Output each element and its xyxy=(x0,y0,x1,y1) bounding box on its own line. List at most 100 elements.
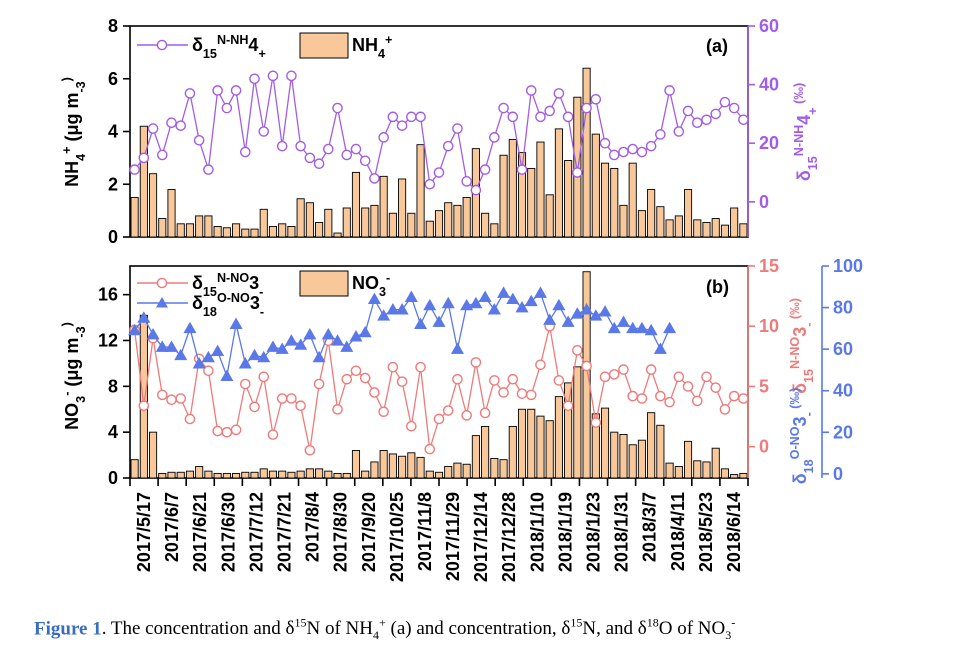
bar xyxy=(195,466,204,479)
caption-piece: + xyxy=(378,616,386,630)
legend-triangle-swatch xyxy=(156,297,168,308)
d15n-no3-point xyxy=(719,404,731,415)
bar xyxy=(232,472,241,479)
d18o-no3-point xyxy=(506,292,520,305)
bar xyxy=(637,439,646,479)
x-tick-label: 2018/1/10 xyxy=(527,492,547,572)
d15n-nh4-point xyxy=(627,143,639,155)
d18o-no3-point xyxy=(543,313,557,325)
d15n-nh4-point xyxy=(323,143,334,155)
legend-circle-swatch xyxy=(156,277,168,289)
d15n-nh4-point xyxy=(193,134,205,146)
bar xyxy=(222,472,231,479)
d15n-no3-point xyxy=(239,378,251,390)
d15n-no3-point xyxy=(516,388,528,399)
d15n-no3-point xyxy=(406,420,417,432)
d15n-nh4-point xyxy=(710,108,722,120)
y-right-b-outer-tick-label: 100 xyxy=(833,256,863,276)
bar xyxy=(278,470,287,479)
x-tick-label: 2017/9/20 xyxy=(359,492,379,572)
bar xyxy=(711,447,720,479)
d18o-no3-point xyxy=(607,321,621,334)
bar xyxy=(628,444,637,479)
d15n-nh4-point xyxy=(479,164,491,175)
d15n-no3-point xyxy=(618,364,629,375)
bar xyxy=(324,470,333,479)
legend-circle-swatch xyxy=(156,39,168,51)
d18o-no3-point xyxy=(414,317,428,329)
panel-a-nh4: 0 2 4 6 8 0 20 40 60 (a) δ15N-NH4+ NH4+ NH4+ (μg m-3… xyxy=(60,16,820,247)
bar xyxy=(434,210,444,238)
bar xyxy=(573,96,582,238)
d15n-nh4-point xyxy=(572,167,583,178)
d15n-no3-point xyxy=(691,395,703,407)
d15n-nh4-point xyxy=(535,111,546,123)
d15n-nh4-point xyxy=(212,85,223,96)
d15n-no3-point xyxy=(535,359,546,371)
x-tick-label: 2017/11/8 xyxy=(415,492,435,571)
d15n-no3-point xyxy=(673,371,685,383)
x-tick-label: 2017/7/21 xyxy=(275,492,295,572)
d15n-nh4-point xyxy=(258,126,270,137)
y-left-tick-label: 4 xyxy=(108,122,118,142)
y-right-a-tick-label: 40 xyxy=(759,75,779,95)
bar xyxy=(693,219,702,238)
bar xyxy=(149,173,158,238)
d18o-no3-point xyxy=(155,340,169,352)
d15n-no3-point xyxy=(433,413,445,425)
bar xyxy=(425,470,434,479)
bar xyxy=(315,222,324,238)
d18o-no3-point xyxy=(266,340,280,352)
d15n-no3-point xyxy=(286,393,297,404)
d15n-no3-point xyxy=(636,393,648,404)
d18o-no3-point xyxy=(128,323,142,336)
x-tick-label: 2017/11/29 xyxy=(443,492,463,581)
caption-piece: . The concentration and δ xyxy=(101,618,295,640)
x-tick-label: 2017/12/28 xyxy=(499,492,519,582)
x-tick-label: 2017/6/30 xyxy=(218,492,238,572)
y-left-tick-label: 2 xyxy=(108,174,118,194)
d18o-no3-point xyxy=(663,321,677,334)
bar xyxy=(287,471,296,479)
bar xyxy=(333,472,342,479)
d15n-no3-point xyxy=(415,361,426,373)
d15n-no3-point xyxy=(738,393,749,404)
bar xyxy=(600,407,610,479)
bar xyxy=(730,474,739,479)
bar xyxy=(499,154,508,238)
bar xyxy=(416,144,425,238)
bar xyxy=(379,175,388,238)
bar xyxy=(268,470,278,479)
d15n-nh4-point xyxy=(461,176,472,187)
panel-b-no3: 0481216051015020406080100(b)δ15N-NO3-δ18… xyxy=(60,256,863,488)
d15n-nh4-point xyxy=(433,167,445,178)
d15n-nh4-point xyxy=(664,85,675,96)
bar xyxy=(656,206,665,238)
d18o-no3-point xyxy=(340,340,354,352)
d15n-nh4-point xyxy=(203,164,214,175)
bar xyxy=(490,458,499,479)
caption-piece: 15 xyxy=(570,616,583,630)
bar xyxy=(693,460,702,479)
bar xyxy=(287,225,296,238)
bar xyxy=(241,471,250,479)
bar xyxy=(361,470,370,479)
d15n-nh4-point xyxy=(369,173,380,184)
d15n-nh4-point xyxy=(387,111,399,123)
d18o-no3-point xyxy=(137,311,151,323)
d18o-no3-point xyxy=(257,350,271,363)
bar xyxy=(517,152,527,238)
bar xyxy=(204,215,213,238)
d18o-no3-point xyxy=(358,325,372,338)
caption-piece: - xyxy=(731,616,736,630)
d15n-no3-point xyxy=(664,396,675,408)
bar xyxy=(591,133,600,238)
bar xyxy=(241,228,250,238)
y-left-tick-label: 8 xyxy=(108,376,118,396)
bar xyxy=(296,198,305,238)
d18o-no3-point xyxy=(487,303,501,315)
d15n-nh4-point xyxy=(599,137,611,149)
bar xyxy=(361,207,370,238)
bar xyxy=(176,471,185,479)
d15n-nh4-point xyxy=(682,105,694,117)
